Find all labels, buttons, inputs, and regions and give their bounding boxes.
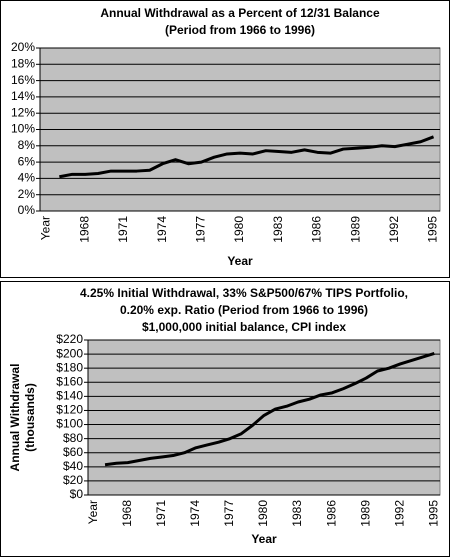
y-tick-label: $20: [63, 473, 83, 487]
x-tick-label: 1986: [324, 500, 338, 527]
x-tick-label: 1983: [271, 216, 285, 243]
y-tick-label: 20%: [11, 40, 35, 54]
x-axis-title: Year: [227, 254, 253, 268]
x-axis-title: Year: [251, 532, 277, 546]
y-tick-label: $80: [63, 431, 83, 445]
y-tick-label: $100: [56, 417, 83, 431]
x-tick-label: 1995: [426, 216, 440, 243]
y-tick-label: 14%: [11, 89, 35, 103]
y-tick-label: $220: [56, 332, 83, 346]
y-tick-label: $60: [63, 445, 83, 459]
x-tick-label: 1989: [348, 216, 362, 243]
x-tick-label: 1986: [310, 216, 324, 243]
chart-title: Annual Withdrawal as a Percent of 12/31 …: [100, 6, 380, 20]
y-tick-label: 12%: [11, 105, 35, 119]
x-tick-label: 1980: [256, 500, 270, 527]
line: [59, 135, 435, 179]
y-tick-label: 16%: [11, 73, 35, 87]
line: [104, 351, 435, 467]
x-tick-label: 1980: [232, 216, 246, 243]
y-tick-label: $40: [63, 459, 83, 473]
chart-title: 4.25% Initial Withdrawal, 33% S&P500/67%…: [80, 286, 408, 300]
y-tick-label: $200: [56, 346, 83, 360]
y-tick-label: 0%: [18, 203, 36, 217]
y-tick-label: 2%: [18, 187, 36, 201]
x-tick-label: 1995: [426, 500, 440, 527]
y-tick-label: 8%: [18, 138, 36, 152]
y-tick-label: $140: [56, 389, 83, 403]
chart-title: 0.20% exp. Ratio (Period from 1966 to 19…: [120, 303, 368, 317]
x-tick-label: 1992: [392, 500, 406, 527]
y-tick-label: 10%: [11, 122, 35, 136]
y-tick-label: $180: [56, 360, 83, 374]
y-tick-label: 6%: [18, 154, 36, 168]
x-tick-label: 1968: [120, 500, 134, 527]
x-tick-label: Year: [39, 216, 53, 240]
x-tick-label: 1977: [193, 216, 207, 243]
y-tick-label: $120: [56, 403, 83, 417]
x-tick-label: 1977: [222, 500, 236, 527]
x-tick-label: Year: [86, 500, 100, 524]
x-tick-label: 1974: [155, 216, 169, 243]
y-tick-label: 18%: [11, 56, 35, 70]
plot-area: [87, 339, 441, 496]
x-tick-label: 1992: [387, 216, 401, 243]
y-tick-label: 4%: [18, 171, 36, 185]
x-tick-label: 1989: [358, 500, 372, 527]
x-tick-label: 1971: [154, 500, 168, 527]
y-tick-label: $160: [56, 374, 83, 388]
y-axis-title: (thousands): [23, 383, 37, 452]
chart-title: (Period from 1966 to 1996): [165, 23, 315, 37]
chart-title: $1,000,000 initial balance, CPI index: [142, 320, 346, 334]
x-tick-label: 1983: [290, 500, 304, 527]
y-tick-label: $0: [70, 487, 84, 501]
y-axis-title: Annual Withdrawal: [8, 364, 22, 472]
x-tick-label: 1968: [77, 216, 91, 243]
x-tick-label: 1974: [188, 500, 202, 527]
x-tick-label: 1971: [116, 216, 130, 243]
